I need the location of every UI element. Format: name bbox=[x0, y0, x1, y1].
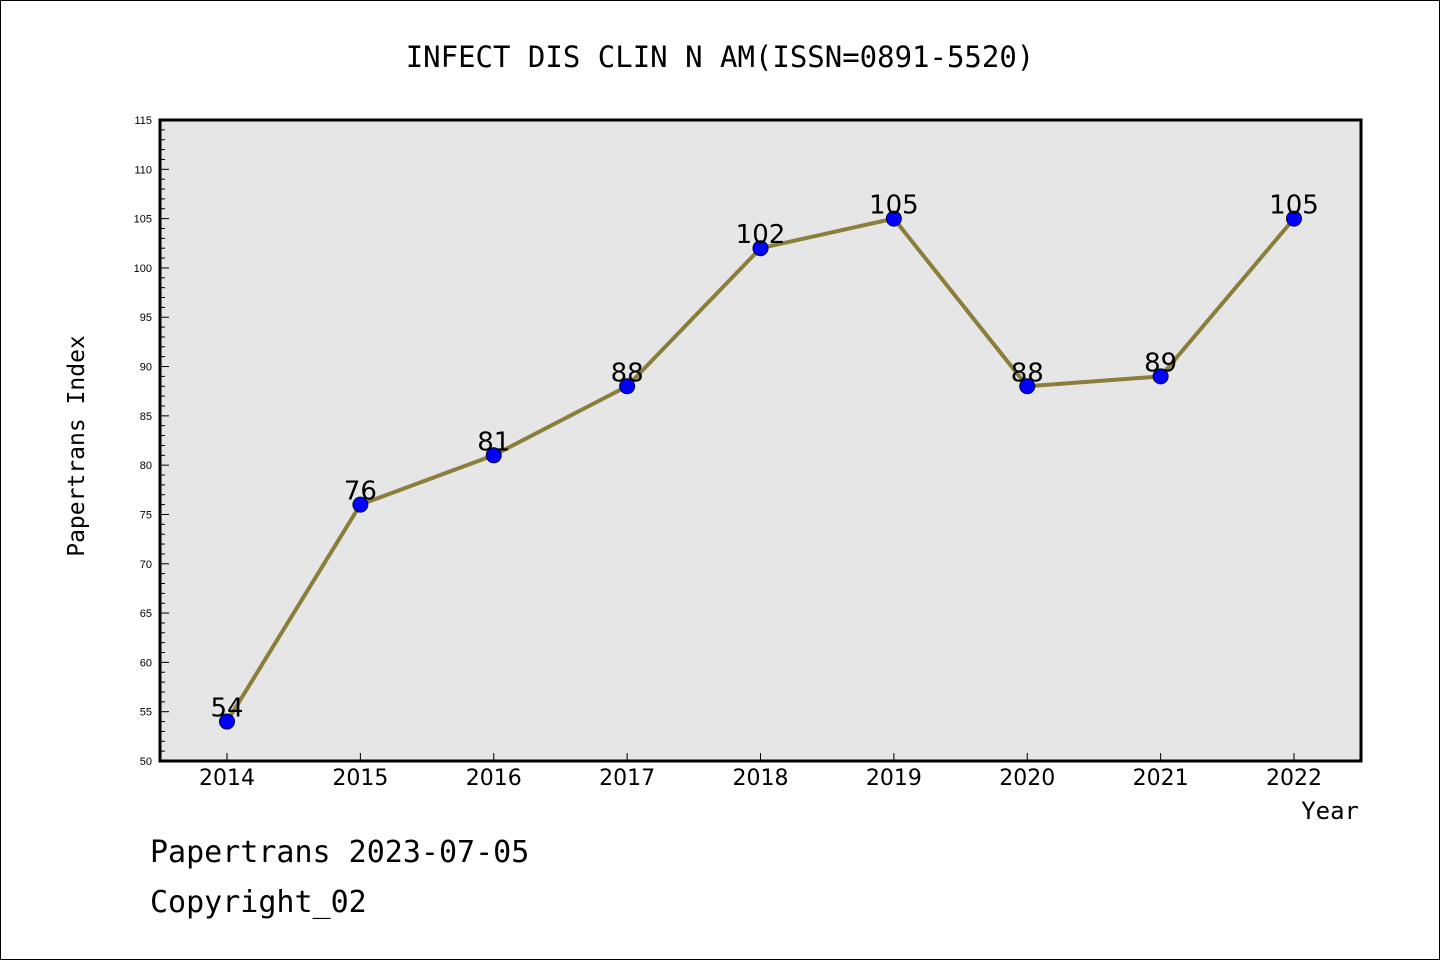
y-tick-label: 70 bbox=[140, 559, 152, 571]
y-tick-label: 110 bbox=[134, 164, 152, 176]
data-label: 54 bbox=[210, 694, 243, 724]
data-point bbox=[619, 378, 636, 395]
data-point bbox=[219, 713, 235, 730]
y-tick-label: 85 bbox=[140, 411, 152, 423]
plot-area bbox=[158, 118, 1363, 763]
y-tick-label: 65 bbox=[140, 608, 152, 620]
y-tick-label: 90 bbox=[140, 362, 152, 374]
data-label: 88 bbox=[611, 358, 644, 388]
y-tick-label: 75 bbox=[140, 509, 152, 521]
data-label: 105 bbox=[869, 191, 919, 221]
data-label: 88 bbox=[1011, 358, 1044, 388]
data-point bbox=[885, 210, 902, 227]
x-tick-label: 2016 bbox=[466, 766, 522, 791]
x-axis: 2014 2015 2016 2017 2018 2019 2020 2021 2022 bbox=[199, 753, 1322, 791]
x-tick-label: 2014 bbox=[199, 766, 255, 791]
data-point bbox=[352, 496, 369, 513]
footer-copyright: Copyright_02 bbox=[150, 885, 367, 920]
data-label: 105 bbox=[1269, 191, 1319, 221]
y-axis: 50 55 60 65 70 75 80 85 90 95 100 105 110 115 bbox=[134, 115, 169, 768]
y-axis-label: Papertrans Index bbox=[64, 335, 90, 557]
y-tick-label: 60 bbox=[140, 657, 152, 669]
data-label: 102 bbox=[736, 220, 786, 250]
x-tick-label: 2018 bbox=[733, 766, 789, 791]
y-tick-label: 80 bbox=[140, 460, 152, 472]
data-point bbox=[752, 240, 769, 257]
data-label: 89 bbox=[1144, 348, 1177, 378]
x-tick-label: 2015 bbox=[332, 766, 388, 791]
data-label: 76 bbox=[344, 477, 377, 507]
y-tick-label: 115 bbox=[134, 115, 152, 127]
x-tick-label: 2021 bbox=[1133, 766, 1189, 791]
data-point bbox=[1152, 368, 1169, 385]
y-tick-label: 50 bbox=[140, 756, 152, 768]
data-point bbox=[1019, 378, 1036, 395]
data-point bbox=[1286, 210, 1302, 227]
x-tick-label: 2017 bbox=[599, 766, 655, 791]
x-axis-label: Year bbox=[1301, 797, 1359, 825]
y-tick-label: 100 bbox=[134, 263, 152, 275]
x-tick-label: 2022 bbox=[1266, 766, 1322, 791]
y-tick-label: 55 bbox=[140, 707, 152, 719]
chart-title: INFECT DIS CLIN N AM(ISSN=0891-5520) bbox=[406, 40, 1035, 74]
footer-date: Papertrans 2023-07-05 bbox=[150, 835, 530, 870]
y-tick-label: 95 bbox=[140, 312, 152, 324]
x-tick-label: 2019 bbox=[866, 766, 922, 791]
data-label: 81 bbox=[477, 427, 510, 457]
series-layer: 54 76 81 88 102 105 88 89 105 bbox=[210, 191, 1319, 730]
x-tick-label: 2020 bbox=[999, 766, 1055, 791]
data-point bbox=[485, 447, 502, 464]
y-tick-label: 105 bbox=[134, 214, 152, 226]
